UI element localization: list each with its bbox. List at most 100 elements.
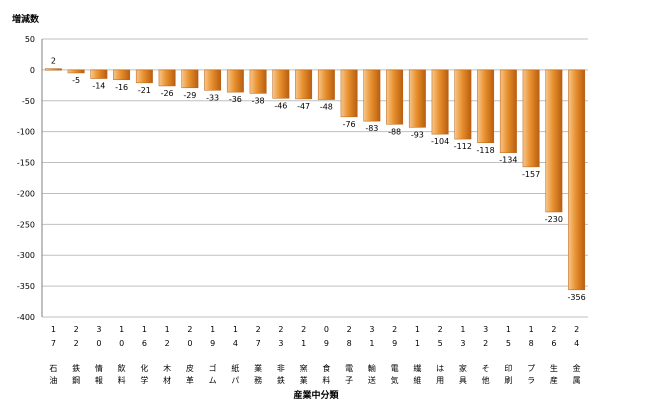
x-category-label: 料: [118, 375, 126, 385]
data-label: -76: [343, 120, 356, 129]
x-category-label: 食: [322, 363, 330, 373]
data-label: 2: [51, 57, 56, 66]
y-tick-label: -100: [17, 128, 35, 137]
bar: [226, 69, 244, 93]
x-category-label: 材: [163, 375, 171, 385]
data-label: -118: [477, 146, 495, 155]
x-category-label: 紙: [231, 363, 239, 373]
x-category-label: 革: [186, 375, 194, 385]
x-category-label: 2: [347, 325, 352, 334]
x-category-label: 3: [460, 339, 465, 348]
x-category-label: 2: [187, 325, 192, 334]
data-label: -88: [388, 127, 401, 136]
data-label: -134: [499, 156, 517, 165]
x-category-label: 2: [438, 325, 443, 334]
x-category-label: 8: [529, 339, 534, 348]
x-category-label: 化: [140, 363, 148, 373]
x-category-label: 用: [436, 376, 444, 385]
data-label: -112: [454, 142, 472, 151]
x-category-label: 輸: [368, 363, 376, 373]
bar: [44, 68, 62, 71]
data-label: -157: [522, 170, 540, 179]
data-label: -83: [365, 124, 378, 133]
bar: [363, 69, 381, 122]
x-category-label: 1: [415, 339, 420, 348]
x-category-label: 情: [95, 363, 103, 373]
x-category-label: 4: [574, 339, 579, 348]
x-category-label: 非: [277, 363, 285, 373]
x-category-label: 2: [278, 325, 283, 334]
x-category-label: 1: [369, 339, 374, 348]
data-label: -16: [115, 83, 128, 92]
bar: [545, 69, 563, 213]
x-category-label: 印: [504, 364, 512, 373]
bar: [431, 69, 449, 135]
x-category-label: 飲: [118, 363, 126, 373]
x-category-label: 2: [551, 325, 556, 334]
x-category-label: 電: [391, 364, 399, 373]
x-category-label: プ: [527, 364, 535, 373]
x-axis-title: 産業中分類: [293, 389, 339, 401]
x-category-label: 1: [529, 325, 534, 334]
x-category-label: 1: [165, 325, 170, 334]
x-category-label: 1: [233, 325, 238, 334]
x-category-label: 家: [459, 363, 467, 373]
x-category-label: 鋼: [72, 375, 80, 385]
x-category-label: 1: [506, 325, 511, 334]
y-tick-label: 50: [25, 35, 35, 44]
y-axis-ticks: 50 0 -50 -100 -150 -200 -250 -300 -350 -400: [17, 35, 35, 322]
x-category-label: 金: [573, 363, 581, 373]
x-category-label: 維: [413, 375, 421, 385]
x-category-label: 送: [368, 375, 376, 385]
x-category-label: 石: [49, 364, 57, 373]
x-category-label: 0: [96, 339, 101, 348]
bar: [340, 69, 358, 118]
data-label: -29: [183, 91, 196, 100]
x-category-label: 9: [210, 339, 215, 348]
x-category-label: 業: [254, 363, 262, 373]
x-category-label: 3: [483, 325, 488, 334]
x-category-label: 0: [324, 325, 329, 334]
bar: [522, 69, 540, 168]
x-category-label: 9: [324, 339, 329, 348]
bars: [44, 68, 586, 291]
y-tick-label: -150: [17, 159, 35, 168]
bar: [181, 69, 199, 89]
bar: [295, 69, 313, 100]
x-category-label: 0: [119, 339, 124, 348]
x-category-label: 料: [322, 375, 330, 385]
x-category-label: 業: [300, 375, 308, 385]
x-category-label: パ: [231, 376, 239, 385]
bar: [386, 69, 404, 125]
data-label: -48: [320, 103, 333, 112]
data-label: -14: [92, 82, 105, 91]
x-axis-categories: 17石油22鉄鋼30情報10飲料16化学12木材20皮革19ゴム14紙パ27業務…: [49, 325, 580, 385]
bar: [317, 69, 335, 100]
x-category-label: 繊: [413, 363, 421, 373]
x-category-label: 2: [74, 339, 79, 348]
gridlines: [41, 38, 588, 318]
y-tick-label: -50: [22, 97, 35, 106]
y-tick-label: -350: [17, 282, 35, 291]
bar: [272, 69, 290, 99]
x-category-label: 気: [391, 375, 399, 385]
x-category-label: 窯: [300, 363, 308, 373]
bar: [454, 69, 472, 140]
data-label: -356: [568, 293, 586, 302]
x-category-label: 6: [142, 339, 147, 348]
x-category-label: 2: [392, 325, 397, 334]
data-label: -21: [138, 86, 151, 95]
data-label: -5: [72, 76, 80, 85]
x-category-label: 1: [119, 325, 124, 334]
x-category-label: 2: [74, 325, 79, 334]
x-category-label: 2: [165, 339, 170, 348]
x-category-label: 4: [233, 339, 238, 348]
x-category-label: 電: [345, 364, 353, 373]
x-category-label: ム: [209, 376, 217, 385]
x-category-label: 3: [96, 325, 101, 334]
y-tick-label: -300: [17, 251, 35, 260]
x-category-label: 具: [459, 376, 467, 385]
data-label: -230: [545, 215, 563, 224]
x-category-label: 子: [345, 376, 353, 385]
